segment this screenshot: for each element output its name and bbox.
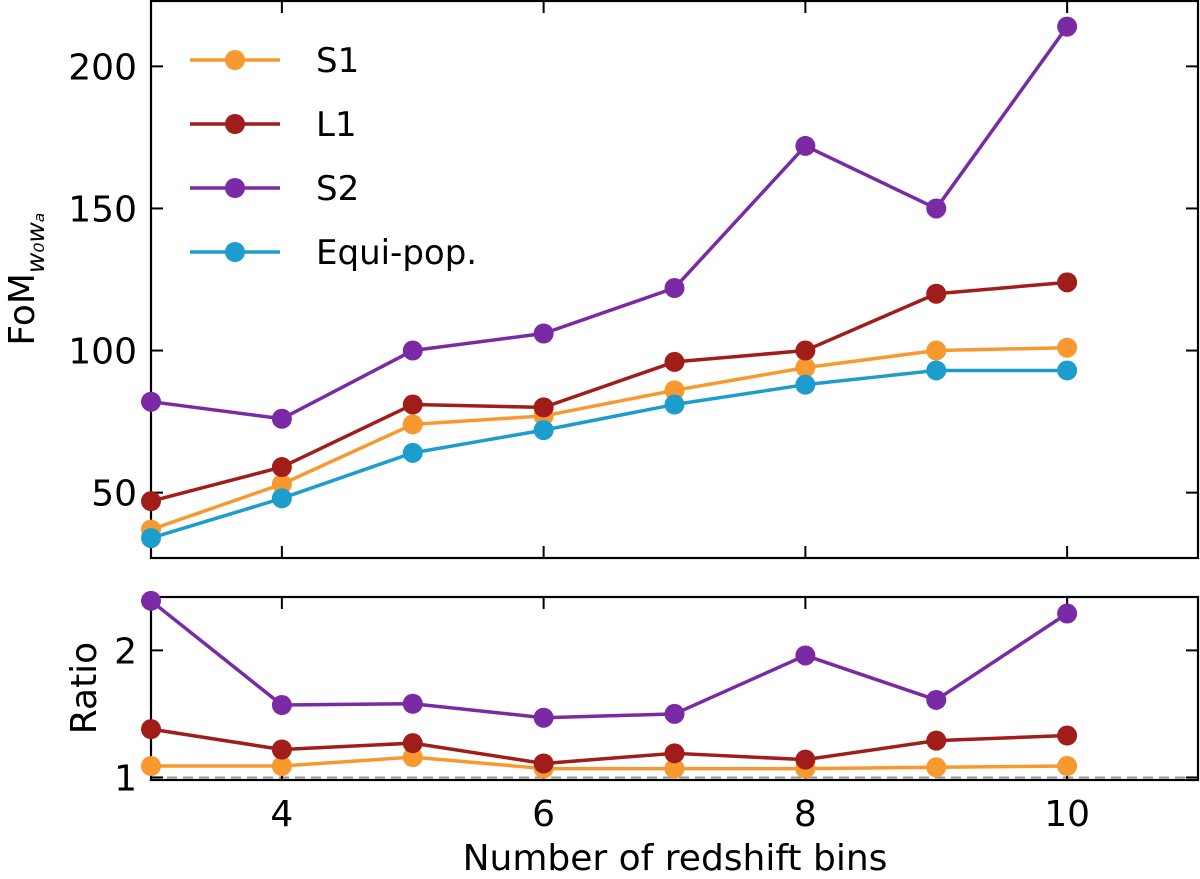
top-point-l1 (533, 397, 554, 418)
bottom-point-s1 (141, 756, 161, 777)
top-point-equi-pop (533, 420, 554, 441)
top-point-s2 (795, 135, 816, 156)
top-y-tick-label: 100 (68, 332, 137, 373)
top-point-s2 (271, 408, 292, 429)
x-tick-label: 6 (532, 794, 555, 835)
top-series-line-equi-pop (150, 368, 1068, 540)
bottom-point-s2 (926, 689, 947, 710)
bottom-point-s1 (664, 758, 685, 779)
top-point-s1 (795, 357, 816, 378)
top-point-l1 (141, 491, 161, 512)
bottom-point-s2 (141, 590, 161, 611)
bottom-series-line-s2 (149, 599, 1069, 720)
top-ticks: 50 100 150 200 (68, 1, 1198, 558)
top-point-s1 (664, 380, 685, 401)
top-point-s1 (926, 340, 947, 361)
legend-label-l1: L1 (316, 105, 357, 145)
bottom-point-s1 (271, 756, 292, 777)
top-point-s1 (1057, 337, 1078, 358)
top-point-equi-pop (926, 360, 947, 381)
bottom-point-l1 (664, 743, 685, 764)
top-point-s2 (1057, 16, 1078, 37)
top-y-axis-label: FoMw₀wₐ (2, 212, 50, 345)
bottom-point-l1 (141, 719, 161, 740)
top-series (141, 16, 1078, 549)
top-point-s2 (664, 278, 685, 299)
top-point-s1 (402, 414, 423, 435)
x-tick-label: 10 (1044, 794, 1090, 835)
legend-entry-equi-pop: Equi-pop. (190, 233, 477, 273)
top-axes-frame (149, 0, 1200, 560)
legend: S1 L1 S2 Equi-pop. (190, 41, 477, 273)
top-y-tick-label: 50 (91, 474, 137, 515)
legend-label-s2: S2 (316, 169, 359, 209)
bottom-point-l1 (533, 753, 554, 774)
bottom-point-s2 (271, 695, 292, 716)
top-point-equi-pop (795, 374, 816, 395)
legend-label-equi-pop: Equi-pop. (316, 233, 477, 273)
legend-marker-equi-pop (225, 242, 245, 262)
top-series-line-l1 (150, 280, 1068, 503)
top-y-tick-label: 200 (68, 47, 137, 88)
bottom-y-tick-label: 1 (114, 758, 137, 799)
x-tick-label: 4 (270, 794, 293, 835)
bottom-point-l1 (926, 730, 947, 751)
top-point-l1 (926, 283, 947, 304)
top-point-l1 (402, 394, 423, 415)
bottom-series (141, 590, 1078, 779)
legend-entry-s1: S1 (190, 41, 359, 81)
legend-marker-s2 (225, 178, 245, 198)
top-point-s2 (926, 198, 947, 219)
top-point-l1 (1057, 272, 1078, 293)
top-point-equi-pop (141, 528, 161, 549)
bottom-point-l1 (271, 739, 292, 760)
legend-label-s1: S1 (316, 41, 359, 81)
bottom-point-s2 (795, 645, 816, 666)
legend-marker-l1 (225, 114, 245, 134)
top-point-equi-pop (664, 394, 685, 415)
bottom-point-s2 (1057, 603, 1078, 624)
top-series-line-s1 (150, 345, 1068, 532)
bottom-series-line-s1 (151, 755, 1068, 771)
bottom-point-s2 (664, 703, 685, 724)
top-point-equi-pop (1057, 360, 1078, 381)
top-y-tick-label: 150 (68, 189, 137, 230)
bottom-point-l1 (795, 749, 816, 770)
x-axis-label: Number of redshift bins (463, 838, 888, 879)
bottom-point-s1 (926, 757, 947, 778)
top-point-s2 (141, 391, 161, 412)
bottom-point-s2 (533, 707, 554, 728)
bottom-point-s1 (402, 747, 423, 768)
top-y-axis-label-subscript: w₀wₐ (21, 212, 50, 273)
legend-entry-s2: S2 (190, 169, 359, 209)
legend-marker-s1 (225, 50, 245, 70)
top-point-l1 (664, 351, 685, 372)
bottom-series-line-l1 (150, 727, 1068, 766)
bottom-point-s2 (402, 693, 423, 714)
bottom-y-axis-label: Ratio (64, 642, 105, 734)
bottom-y-tick-label: 2 (114, 631, 137, 672)
x-tick-label: 8 (794, 794, 817, 835)
top-point-l1 (795, 340, 816, 361)
top-point-equi-pop (402, 442, 423, 463)
top-point-equi-pop (271, 488, 292, 509)
top-series-line-s2 (150, 25, 1069, 421)
top-point-s2 (402, 340, 423, 361)
bottom-axes-frame (149, 595, 1200, 782)
bottom-point-l1 (402, 733, 423, 754)
bottom-point-s1 (1057, 756, 1078, 777)
top-y-axis-label-main: FoM (2, 273, 43, 346)
legend-entry-l1: L1 (190, 105, 357, 145)
top-panel: 50 100 150 200 FoMw₀wₐ S1 L1 S2 (2, 0, 1200, 560)
top-point-l1 (271, 457, 292, 478)
bottom-point-l1 (1057, 725, 1078, 746)
top-point-s2 (533, 323, 554, 344)
top-point-s1 (271, 474, 292, 495)
